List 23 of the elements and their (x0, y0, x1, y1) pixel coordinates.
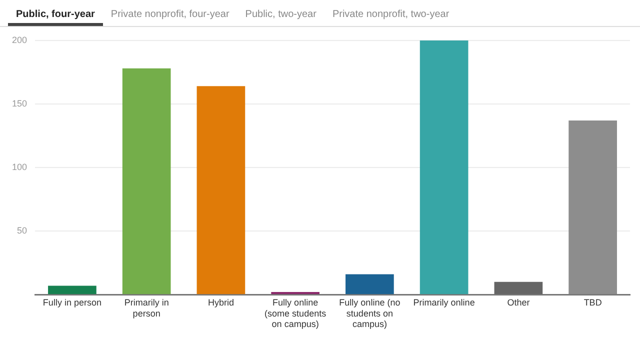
x-tick-label: Fully online (some students on campus) (264, 297, 327, 330)
bar (346, 274, 394, 294)
y-tick-label: 50 (17, 226, 28, 236)
x-tick-label: Fully in person (42, 297, 102, 308)
y-tick-label: 200 (12, 34, 28, 45)
text: Public, four-year (8, 9, 103, 26)
bar (494, 282, 543, 294)
bar (48, 286, 96, 294)
bar (568, 120, 617, 294)
text: Private nonprofit, two-year (331, 9, 450, 22)
x-tick-label: Other (507, 297, 530, 308)
x-tick-label: Primarily online (413, 297, 475, 308)
x-tick-label: Primarily in person (124, 297, 169, 318)
bar (196, 86, 246, 294)
x-tick-label: TBD (584, 297, 602, 308)
y-tick-label: 100 (12, 162, 28, 172)
bar (420, 40, 468, 294)
bar (122, 68, 171, 294)
text: Public, two-year (244, 9, 318, 22)
y-tick-label: 150 (12, 98, 28, 108)
text: Private nonprofit, four-year (110, 9, 230, 22)
x-tick-label: Hybrid (208, 297, 234, 308)
x-tick-label: Fully online (no students on campus) (339, 297, 400, 330)
